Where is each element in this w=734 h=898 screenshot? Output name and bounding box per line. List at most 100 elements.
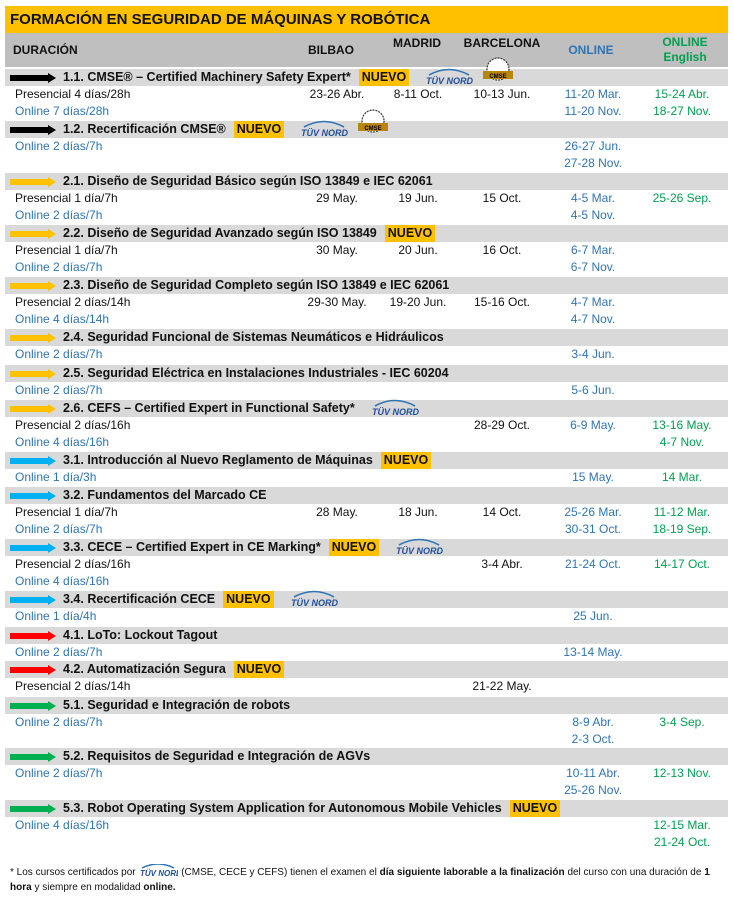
section-header: 5.3. Robot Operating System Application … bbox=[5, 800, 728, 817]
section-title-text: 3.2. Fundamentos del Marcado CE bbox=[63, 488, 267, 502]
duration-cell: Presencial 2 días/14h bbox=[15, 679, 131, 693]
online-cell: 4-7 Nov. bbox=[570, 312, 616, 326]
online-cell: 6-7 Nov. bbox=[570, 260, 616, 274]
footnote: * Los cursos certificados por TÜV NORD (… bbox=[10, 863, 725, 895]
online-cell: 6-7 Mar. bbox=[570, 243, 615, 257]
duration-cell: Presencial 1 día/7h bbox=[15, 243, 118, 257]
tuv-logo-text: TÜV NORD bbox=[291, 598, 338, 608]
footnote-bold-3: online. bbox=[143, 882, 176, 893]
duration-cell: Online 4 días/16h bbox=[15, 574, 110, 588]
duration-cell: Presencial 4 días/28h bbox=[15, 87, 131, 101]
arrow-icon bbox=[10, 125, 56, 135]
arrow-icon bbox=[10, 665, 56, 675]
section-header: 2.6. CEFS – Certified Expert in Function… bbox=[5, 399, 728, 417]
section-title: 2.3. Diseño de Seguridad Completo según … bbox=[63, 277, 449, 294]
barcelona-cell: 15 Oct. bbox=[482, 191, 522, 205]
arrow-icon bbox=[10, 752, 56, 762]
section-title-text: 5.2. Requisitos de Seguridad e Integraci… bbox=[63, 749, 371, 763]
duration-cell: Presencial 2 días/16h bbox=[15, 557, 131, 571]
online-cell: 26-27 Jun. bbox=[564, 139, 622, 153]
online-cell: 25 Jun. bbox=[573, 609, 613, 623]
duration-cell: Presencial 2 días/14h bbox=[15, 295, 131, 309]
arrow-icon bbox=[10, 369, 56, 379]
header-madrid: MADRID bbox=[393, 36, 441, 50]
arrow-icon bbox=[10, 229, 56, 239]
nuevo-badge: NUEVO bbox=[380, 452, 432, 469]
footnote-text-1: * Los cursos certificados por bbox=[10, 867, 136, 878]
tuv-logo-text: TÜV NORD bbox=[140, 869, 178, 878]
arrow-icon bbox=[10, 491, 56, 501]
online-english-cell: 13-16 May. bbox=[652, 418, 712, 432]
section-header: 2.5. Seguridad Eléctrica en Instalacione… bbox=[5, 365, 728, 382]
duration-cell: Presencial 1 día/7h bbox=[15, 505, 118, 519]
tuv-nord-logo: TÜV NORD bbox=[140, 863, 182, 878]
section-title: 4.2. Automatización Segura NUEVO bbox=[63, 661, 285, 678]
nuevo-badge: NUEVO bbox=[328, 539, 380, 556]
online-cell: 11-20 Mar. bbox=[564, 87, 622, 101]
section-header: 1.2. Recertificación CMSE® NUEVO TÜV NORD C… bbox=[5, 109, 728, 138]
section-header: 2.3. Diseño de Seguridad Completo según … bbox=[5, 277, 728, 294]
section-title: 5.2. Requisitos de Seguridad e Integraci… bbox=[63, 748, 370, 765]
duration-cell: Online 2 días/7h bbox=[15, 715, 103, 729]
duration-cell: Online 2 días/7h bbox=[15, 383, 103, 397]
barcelona-cell: 10-13 Jun. bbox=[473, 87, 531, 101]
nuevo-badge: NUEVO bbox=[233, 661, 285, 678]
section-header: 3.3. CECE – Certified Expert in CE Marki… bbox=[5, 538, 728, 556]
online-cell: 10-11 Abr. bbox=[566, 766, 620, 780]
duration-cell: Online 2 días/7h bbox=[15, 208, 103, 222]
section-title-text: 1.2. Recertificación CMSE® bbox=[63, 122, 226, 136]
arrow-icon bbox=[10, 595, 56, 605]
section-title-text: 2.3. Diseño de Seguridad Completo según … bbox=[63, 278, 450, 292]
section-title: 5.1. Seguridad e Integración de robots bbox=[63, 697, 290, 714]
online-cell: 25-26 Mar. bbox=[564, 505, 622, 519]
footnote-text-3: del curso con una duración de bbox=[567, 867, 702, 878]
section-title: 2.4. Seguridad Funcional de Sistemas Neu… bbox=[63, 329, 444, 346]
arrow-icon bbox=[10, 73, 56, 83]
bilbao-cell: 23-26 Abr. bbox=[309, 87, 365, 101]
header-barcelona: BARCELONA bbox=[463, 36, 541, 50]
section-title-text: 3.4. Recertificación CECE bbox=[63, 592, 216, 606]
section-title-text: 3.1. Introducción al Nuevo Reglamento de… bbox=[63, 453, 373, 467]
section-header: 3.4. Recertificación CECE NUEVO TÜV NORD bbox=[5, 590, 728, 608]
duration-cell: Online 2 días/7h bbox=[15, 347, 103, 361]
arrow-icon bbox=[10, 543, 56, 553]
seal-text: CMSE bbox=[365, 126, 382, 132]
section-header: 3.2. Fundamentos del Marcado CE bbox=[5, 487, 728, 504]
section-title: 3.2. Fundamentos del Marcado CE bbox=[63, 487, 267, 504]
nuevo-badge: NUEVO bbox=[384, 225, 436, 242]
section-title: 3.3. CECE – Certified Expert in CE Marki… bbox=[63, 539, 380, 556]
header-duracion: DURACIÓN bbox=[13, 43, 78, 57]
bilbao-cell: 29 May. bbox=[316, 191, 358, 205]
nuevo-badge: NUEVO bbox=[358, 69, 410, 86]
nuevo-badge: NUEVO bbox=[223, 591, 274, 608]
online-cell: 5-6 Jun. bbox=[571, 383, 615, 397]
arrow-icon bbox=[10, 404, 56, 414]
duration-cell: Online 4 días/16h bbox=[15, 818, 110, 832]
section-title: 1.2. Recertificación CMSE® NUEVO bbox=[63, 121, 285, 138]
cmse-seal-icon: CMSE bbox=[483, 57, 514, 81]
section-title: 2.6. CEFS – Certified Expert in Function… bbox=[63, 400, 355, 417]
arrow-icon bbox=[10, 333, 56, 343]
header-online: ONLINE bbox=[568, 43, 614, 57]
online-english-cell: 12-13 Nov. bbox=[653, 766, 711, 780]
section-title-text: 2.2. Diseño de Seguridad Avanzado según … bbox=[63, 226, 377, 240]
tuv-nord-logo: TÜV NORD bbox=[291, 590, 338, 608]
section-title: 4.1. LoTo: Lockout Tagout bbox=[63, 627, 217, 644]
section-title: 1.1. CMSE® – Certified Machinery Safety … bbox=[63, 69, 410, 86]
barcelona-cell: 28-29 Oct. bbox=[473, 418, 531, 432]
section-header: 4.2. Automatización Segura NUEVO bbox=[5, 661, 728, 678]
page-title: FORMACIÓN EN SEGURIDAD DE MÁQUINAS Y ROB… bbox=[5, 6, 728, 33]
duration-cell: Online 7 días/28h bbox=[15, 104, 110, 118]
section-header: 3.1. Introducción al Nuevo Reglamento de… bbox=[5, 452, 728, 469]
madrid-cell: 20 Jun. bbox=[398, 243, 438, 257]
online-cell: 6-9 May. bbox=[570, 418, 616, 432]
online-cell: 30-31 Oct. bbox=[564, 522, 622, 536]
section-title-text: 2.1. Diseño de Seguridad Básico según IS… bbox=[63, 174, 433, 188]
footnote-text-4: y siempre en modalidad bbox=[34, 882, 141, 893]
online-cell: 3-4 Jun. bbox=[571, 347, 615, 361]
section-title: 3.4. Recertificación CECE NUEVO bbox=[63, 591, 274, 608]
duration-cell: Online 4 días/16h bbox=[15, 435, 110, 449]
online-cell: 21-24 Oct. bbox=[564, 557, 622, 571]
nuevo-badge: NUEVO bbox=[233, 121, 285, 138]
online-english-cell: 18-19 Sep. bbox=[652, 522, 712, 536]
